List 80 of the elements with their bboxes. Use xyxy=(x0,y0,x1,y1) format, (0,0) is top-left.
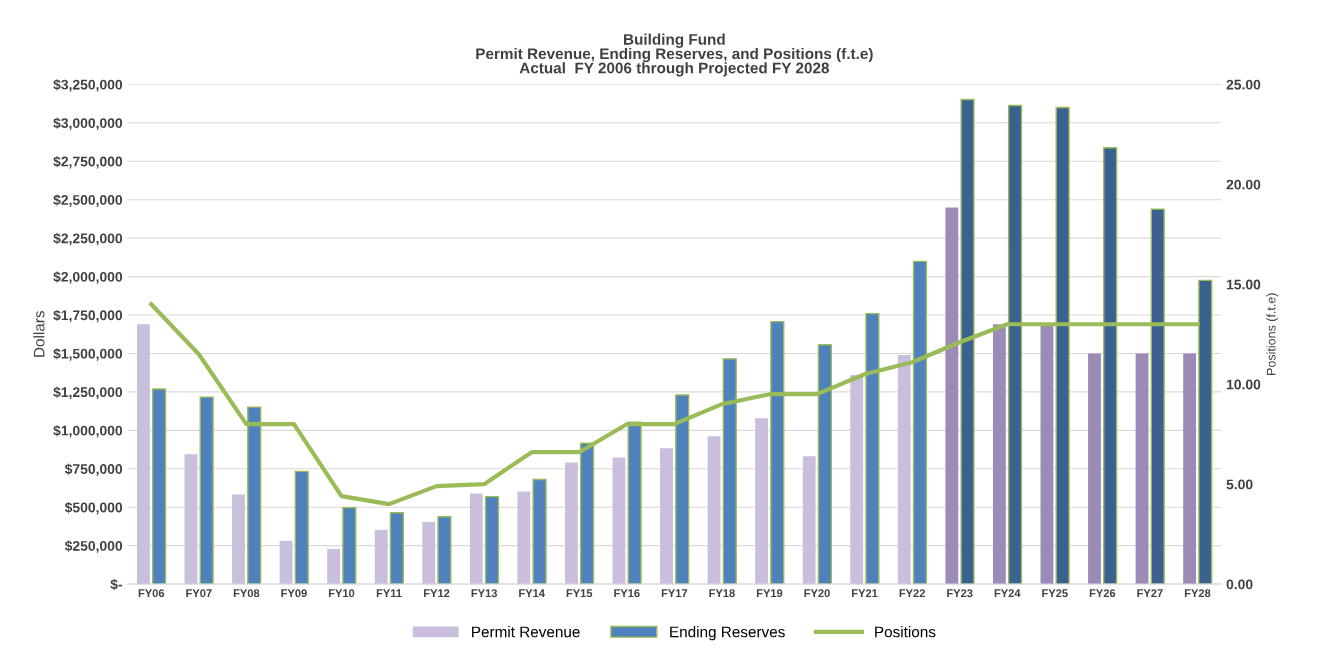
bar xyxy=(1040,324,1054,585)
x-tick-label: FY10 xyxy=(328,589,355,598)
y2-tick-label: 10.00 xyxy=(1226,379,1261,390)
x-tick-label: FY17 xyxy=(661,589,688,598)
x-tick-label: FY21 xyxy=(852,589,878,598)
x-tick-label: FY19 xyxy=(756,589,783,598)
y2-axis-title: Positions (f.t.e) xyxy=(1266,293,1279,375)
y-tick-label: $1,000,000 xyxy=(53,425,123,438)
bar xyxy=(1183,353,1197,585)
bar xyxy=(199,396,214,585)
x-tick-label: FY25 xyxy=(1042,589,1068,598)
y2-tick-label: 25.00 xyxy=(1226,79,1261,90)
x-tick-label: FY15 xyxy=(566,589,593,598)
y-axis-title: Dollars xyxy=(33,311,45,357)
bar xyxy=(294,470,309,585)
x-tick-label: FY28 xyxy=(1184,589,1211,598)
x-tick-label: FY20 xyxy=(804,589,830,598)
x-tick-label: FY06 xyxy=(138,589,165,598)
bar xyxy=(755,418,769,585)
x-tick-label: FY07 xyxy=(186,589,212,598)
y-tick-label: $1,500,000 xyxy=(53,348,123,361)
bar xyxy=(707,436,721,585)
bar xyxy=(532,478,547,585)
legend-label: Permit Revenue xyxy=(472,626,580,638)
bar xyxy=(1088,353,1101,585)
x-tick-label: FY11 xyxy=(376,589,402,598)
y2-tick-label: 5.00 xyxy=(1226,479,1253,490)
x-tick-label: FY24 xyxy=(994,589,1021,598)
y-tick-label: $- xyxy=(110,578,123,591)
bar xyxy=(517,491,531,585)
y-tick-label: $2,750,000 xyxy=(53,155,123,169)
y2-tick-label: 15.00 xyxy=(1226,279,1261,290)
bar xyxy=(137,324,150,585)
x-tick-label: FY13 xyxy=(471,589,498,598)
bar xyxy=(279,540,293,585)
y-tick-label: $500,000 xyxy=(64,501,123,515)
bar xyxy=(1135,353,1149,585)
x-tick-label: FY14 xyxy=(519,589,545,598)
x-tick-label: FY08 xyxy=(233,589,260,598)
y2-tick-label: 0.00 xyxy=(1226,579,1253,590)
bar xyxy=(850,374,864,585)
y-tick-label: $3,000,000 xyxy=(53,117,123,130)
legend-label: Positions xyxy=(875,626,936,638)
bar xyxy=(484,495,500,585)
bar xyxy=(151,388,167,585)
y-tick-label: $3,250,000 xyxy=(53,79,123,92)
bar xyxy=(564,462,578,585)
y-tick-label: $1,750,000 xyxy=(53,309,123,323)
x-tick-label: FY26 xyxy=(1089,589,1116,598)
y-tick-label: $2,000,000 xyxy=(53,271,123,284)
bar xyxy=(945,207,959,585)
bar xyxy=(327,548,341,585)
x-tick-label: FY23 xyxy=(947,589,973,598)
chart-title: Building Fund Permit Revenue, Ending Reserves, and Positions (f.t.e) Actual FY 2006 through Projected FY 2028 xyxy=(476,33,873,77)
x-tick-label: FY22 xyxy=(899,589,925,598)
bar xyxy=(342,506,357,585)
bar xyxy=(612,457,626,585)
x-tick-label: FY09 xyxy=(281,589,307,598)
bar xyxy=(437,516,452,585)
y-tick-label: $2,500,000 xyxy=(53,194,123,207)
y-tick-label: $250,000 xyxy=(64,540,123,553)
x-tick-label: FY16 xyxy=(614,589,640,598)
y2-tick-label: 20.00 xyxy=(1226,179,1261,190)
bar xyxy=(422,521,436,585)
y-tick-label: $2,250,000 xyxy=(53,232,123,246)
bar xyxy=(232,494,245,585)
bar xyxy=(802,456,816,585)
bar xyxy=(184,454,198,585)
y-tick-label: $1,250,000 xyxy=(53,386,123,400)
bar xyxy=(374,529,388,585)
x-tick-label: FY12 xyxy=(424,589,450,598)
bar xyxy=(992,324,1006,585)
bar xyxy=(389,512,404,585)
bar xyxy=(660,448,673,585)
bar xyxy=(469,493,483,585)
legend-label: Ending Reserves xyxy=(670,626,785,641)
bar xyxy=(897,354,911,585)
x-tick-label: FY18 xyxy=(709,589,735,598)
y-tick-label: $750,000 xyxy=(64,463,123,476)
x-tick-label: FY27 xyxy=(1137,589,1163,598)
